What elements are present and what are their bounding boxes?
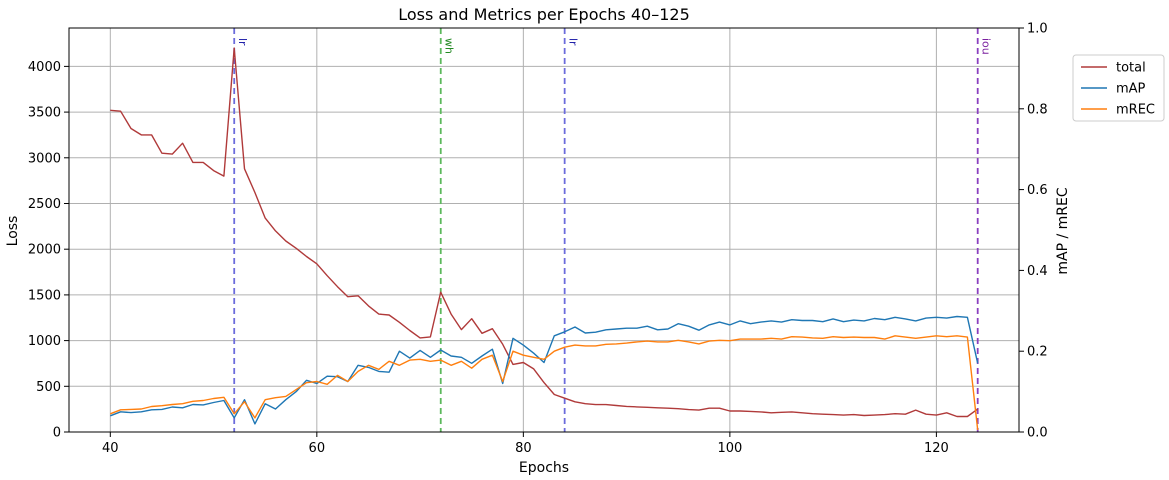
plot-frame	[68, 27, 1020, 433]
y-left-tick-label: 2000	[28, 243, 61, 258]
legend-label: mREC	[1116, 103, 1155, 118]
y-left-tick-label: 1000	[28, 334, 61, 349]
y-left-tick-label: 500	[36, 380, 61, 395]
grid	[69, 28, 1019, 433]
y-left-tick-label: 4000	[28, 60, 61, 75]
y-right-tick-label: 0.4	[1027, 264, 1048, 279]
y-left-tick-label: 2500	[28, 197, 61, 212]
y-right-tick-label: 1.0	[1027, 22, 1048, 37]
y-axis-right: 0.0 0.2 0.4 0.6 0.8 1.0	[1019, 22, 1048, 441]
marker-label-wh: wh	[443, 38, 456, 54]
y-right-tick-label: 0.0	[1027, 426, 1048, 441]
series-line-mREC	[110, 335, 979, 431]
marker-label-lr: lr	[236, 38, 249, 46]
legend-label: total	[1116, 61, 1146, 76]
marker-label-lr: lr	[567, 38, 580, 46]
x-tick-label: 100	[717, 441, 742, 456]
series-line-mAP	[110, 315, 979, 425]
y-left-tick-label: 0	[53, 426, 61, 441]
legend: total mAP mREC	[1072, 54, 1165, 122]
y-right-tick-label: 0.2	[1027, 345, 1048, 360]
y-axis-left: 0 500 1000 1500 2000 2500 3000 3500 4000	[28, 60, 69, 441]
y-axis-right-label: mAP / mREC	[1055, 187, 1071, 274]
y-axis-left-label: Loss	[5, 216, 21, 247]
x-tick-label: 120	[924, 441, 949, 456]
y-left-tick-label: 3000	[28, 151, 61, 166]
y-right-tick-label: 0.6	[1027, 183, 1048, 198]
vertical-markers: lr wh lr iou	[233, 28, 993, 432]
x-tick-label: 40	[102, 441, 119, 456]
chart-title: Loss and Metrics per Epochs 40–125	[398, 5, 690, 24]
x-axis-label: Epochs	[519, 460, 569, 476]
y-left-tick-label: 1500	[28, 288, 61, 303]
y-right-tick-label: 0.8	[1027, 102, 1048, 117]
x-tick-label: 80	[515, 441, 532, 456]
y-left-tick-label: 3500	[28, 106, 61, 121]
series-lines	[110, 47, 979, 431]
legend-label: mAP	[1116, 82, 1146, 97]
legend-box	[1072, 54, 1165, 122]
x-tick-label: 60	[309, 441, 326, 456]
series-line-total	[110, 47, 979, 418]
marker-label-iou: iou	[980, 38, 993, 55]
x-axis: 40 60 80 100 120	[102, 432, 949, 456]
